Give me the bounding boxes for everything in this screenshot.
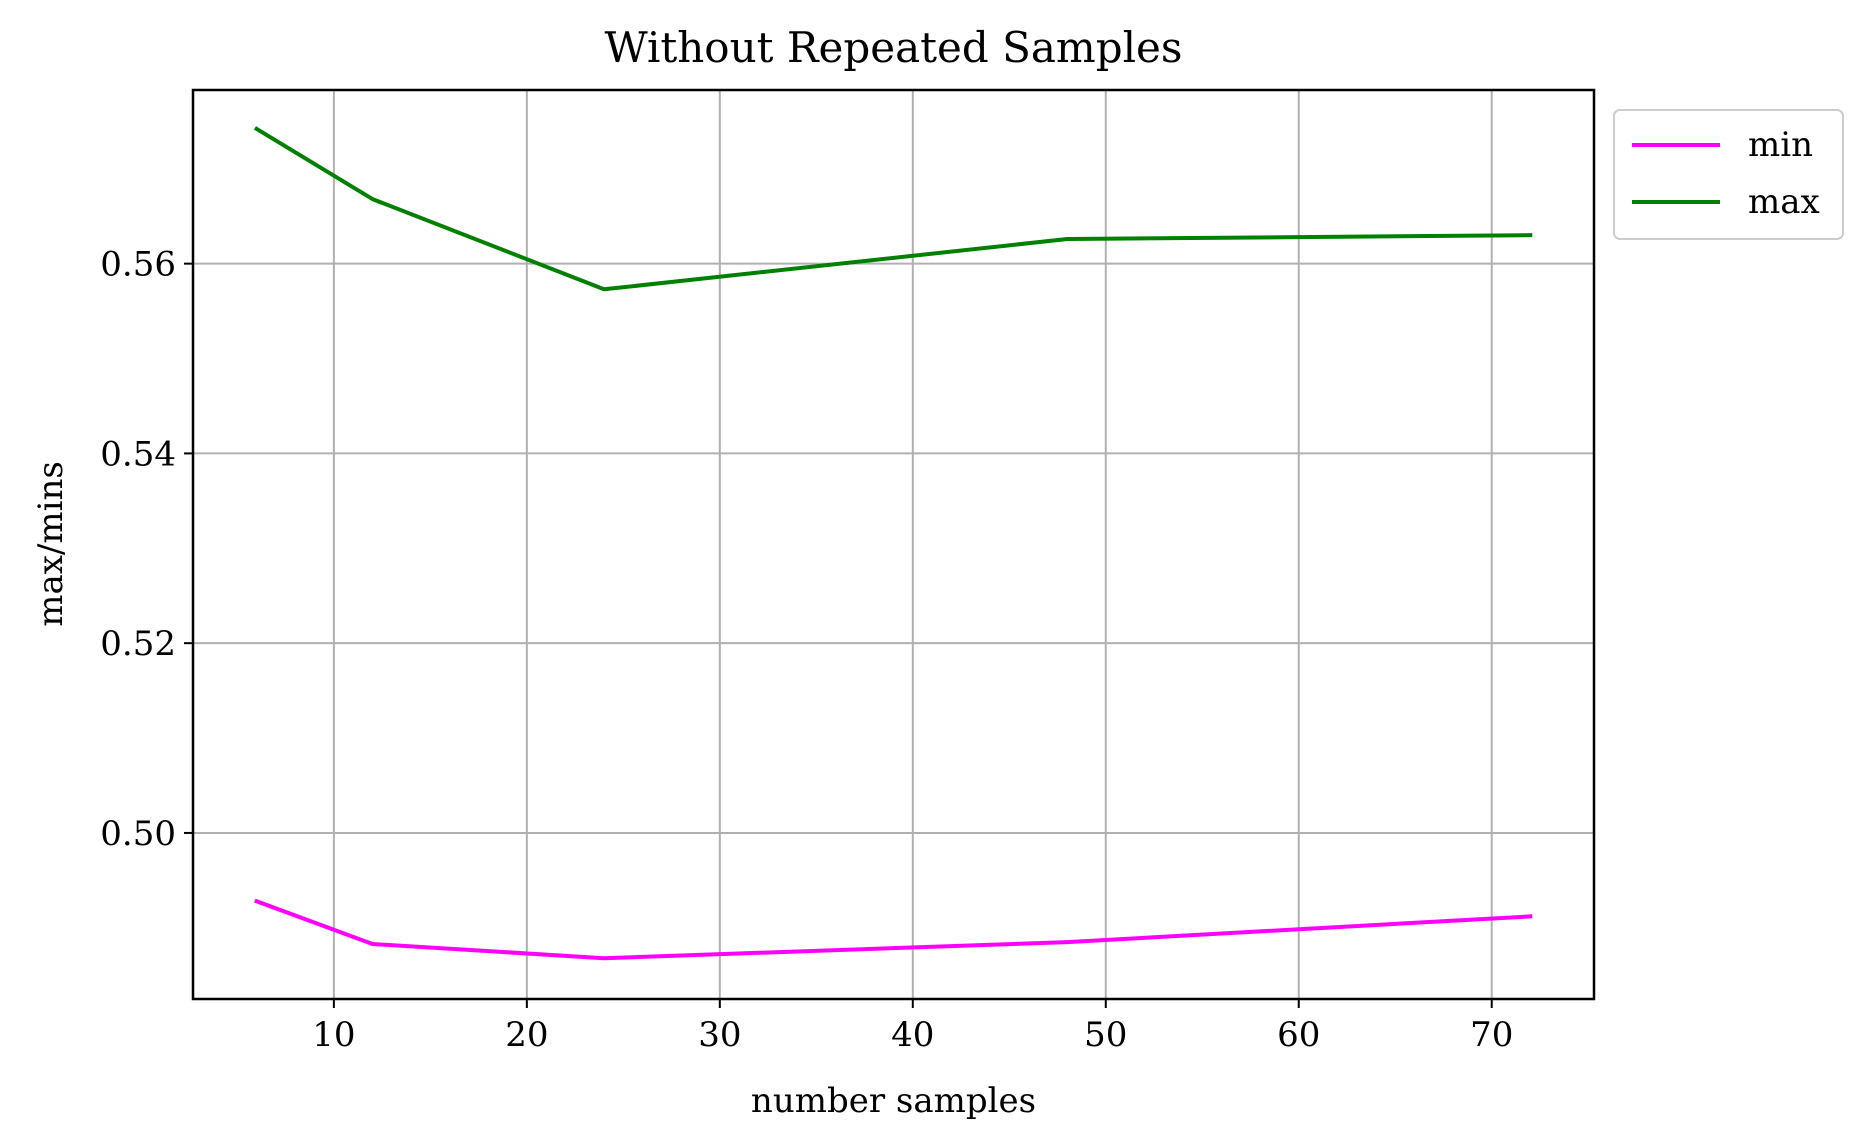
- chart-title: Without Repeated Samples: [605, 23, 1183, 72]
- legend-label-max: max: [1748, 182, 1820, 222]
- x-tick-label: 60: [1277, 1015, 1320, 1055]
- x-tick-label: 10: [312, 1015, 355, 1055]
- legend-box: [1613, 109, 1844, 240]
- x-tick-label: 40: [891, 1015, 934, 1055]
- x-tick-label: 70: [1470, 1015, 1513, 1055]
- series-line-max: [253, 126, 1533, 292]
- plot-area-frame: [191, 88, 1596, 1001]
- y-axis-title: max/mins: [31, 461, 71, 627]
- legend: min max: [1613, 109, 1844, 240]
- y-tick-label: 0.52: [100, 624, 176, 664]
- y-tick-label: 0.56: [100, 245, 176, 285]
- series-line-min: [254, 898, 1533, 961]
- y-tick-label: 0.50: [100, 814, 176, 854]
- y-tick-label: 0.54: [100, 434, 176, 474]
- x-axis-title: number samples: [751, 1081, 1036, 1121]
- legend-label-min: min: [1748, 125, 1813, 165]
- x-tick-label: 50: [1084, 1015, 1127, 1055]
- x-tick-label: 30: [698, 1015, 741, 1055]
- x-tick-label: 20: [505, 1015, 548, 1055]
